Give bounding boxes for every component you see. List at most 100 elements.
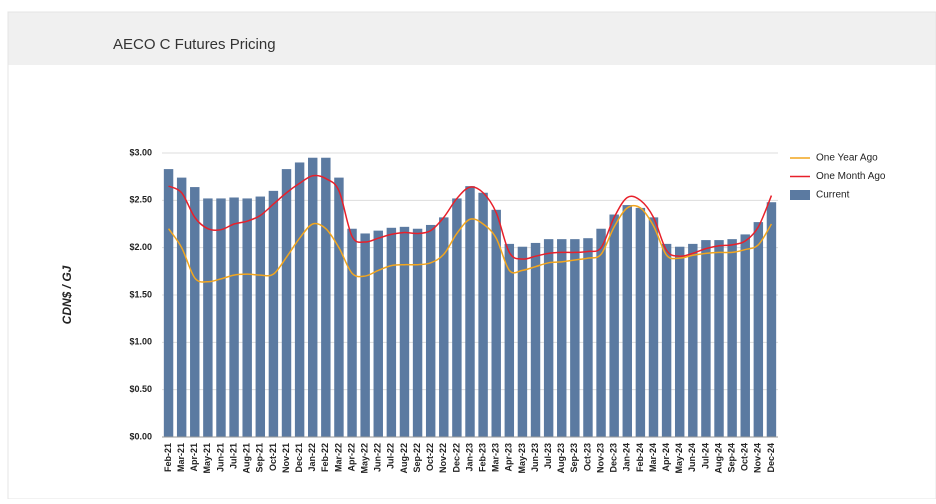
x-tick-label: Sep-21 (255, 443, 265, 473)
x-tick-label: Dec-21 (294, 443, 304, 473)
x-tick-label: Jul-23 (543, 443, 553, 469)
x-tick-label: Apr-22 (346, 443, 356, 472)
y-tick-label: $3.00 (129, 147, 152, 157)
bar (583, 238, 593, 437)
bar (386, 227, 397, 437)
x-tick-label: Jan-22 (307, 443, 317, 472)
bar (596, 228, 606, 437)
x-tick-label: Jul-24 (700, 443, 710, 469)
x-tick-label: May-23 (517, 443, 527, 474)
bar (412, 228, 423, 437)
y-axis-label: CDN$ / GJ (60, 265, 74, 324)
x-tick-label: May-22 (360, 443, 370, 474)
x-tick-label: Oct-23 (582, 443, 592, 471)
bar (740, 234, 750, 437)
x-tick-label: Jun-22 (373, 443, 383, 472)
bar (281, 169, 292, 438)
x-tick-label: Aug-24 (713, 443, 723, 474)
x-tick-label: Sep-23 (569, 443, 579, 473)
bar (190, 187, 200, 437)
bar (452, 198, 462, 437)
x-tick-label: Jan-23 (464, 443, 474, 472)
bar (570, 239, 580, 437)
x-tick-label: Jun-23 (530, 443, 540, 472)
x-tick-label: Sep-24 (727, 443, 737, 473)
bar (216, 198, 226, 437)
x-tick-label: Mar-21 (176, 443, 186, 472)
y-tick-label: $0.50 (129, 384, 152, 394)
chart-title: AECO C Futures Pricing (113, 36, 276, 53)
y-tick-label: $2.00 (129, 242, 152, 252)
bar (347, 228, 357, 437)
bar (242, 198, 252, 437)
x-tick-label: Jan-24 (622, 443, 632, 472)
y-tick-label: $1.00 (129, 337, 152, 347)
bar (373, 230, 383, 437)
bar (255, 196, 266, 437)
bar (674, 246, 685, 437)
bar (727, 239, 737, 437)
bar (294, 162, 305, 437)
bar (465, 186, 475, 437)
legend-label: Current (816, 190, 850, 201)
x-tick-label: Apr-21 (189, 443, 199, 472)
x-tick-label: May-24 (674, 443, 684, 474)
x-tick-label: Oct-24 (740, 443, 750, 471)
x-tick-label: Aug-21 (242, 443, 252, 474)
bar (609, 214, 619, 437)
line (167, 204, 773, 283)
x-tick-label: Aug-22 (399, 443, 409, 474)
bar (504, 243, 515, 437)
bar (635, 207, 646, 437)
bar (308, 157, 318, 437)
x-tick-label: Jun-21 (215, 443, 225, 472)
x-tick-label: Nov-22 (438, 443, 448, 473)
bar (543, 239, 554, 437)
bar (701, 240, 711, 437)
x-tick-label: Dec-23 (609, 443, 619, 473)
bar (714, 240, 724, 437)
y-tick-label: $1.50 (129, 289, 152, 299)
bar (622, 205, 632, 437)
bar (648, 217, 659, 437)
x-tick-label: Mar-22 (333, 443, 343, 472)
x-tick-label: Jun-24 (687, 443, 697, 472)
x-tick-label: Jul-22 (386, 443, 396, 469)
x-tick-label: Aug-23 (556, 443, 566, 474)
bar (517, 246, 528, 437)
bar (753, 222, 764, 437)
x-tick-label: Feb-24 (635, 443, 645, 472)
x-tick-label: Sep-22 (412, 443, 422, 473)
x-tick-label: Apr-23 (504, 443, 514, 472)
bar (661, 243, 672, 437)
legend-label: One Year Ago (816, 153, 878, 164)
bar (334, 177, 344, 437)
x-tick-label: Nov-23 (595, 443, 605, 473)
x-tick-label: May-21 (202, 443, 212, 474)
bar (399, 226, 410, 437)
x-tick-label: Nov-24 (753, 443, 763, 473)
bar (557, 239, 567, 437)
bar (439, 217, 449, 437)
bar (176, 177, 187, 437)
legend-swatch (790, 190, 810, 200)
x-tick-label: Oct-22 (425, 443, 435, 471)
x-tick-label: Feb-21 (163, 443, 173, 472)
y-tick-label: $2.50 (129, 195, 152, 205)
bar (491, 209, 501, 437)
x-tick-label: Nov-21 (281, 443, 291, 473)
x-tick-label: Feb-22 (320, 443, 330, 472)
x-tick-label: Dec-24 (766, 443, 776, 473)
y-tick-label: $0.00 (129, 431, 152, 441)
legend-label: One Month Ago (816, 171, 886, 182)
x-tick-label: Dec-22 (451, 443, 461, 473)
bar (766, 202, 777, 437)
bar (203, 198, 213, 437)
x-tick-label: Mar-23 (491, 443, 501, 472)
bar (163, 169, 174, 438)
bar (425, 224, 436, 437)
x-tick-label: Mar-24 (648, 443, 658, 472)
x-tick-label: Apr-24 (661, 443, 671, 472)
bar (321, 157, 331, 437)
x-tick-label: Jul-21 (228, 443, 238, 469)
